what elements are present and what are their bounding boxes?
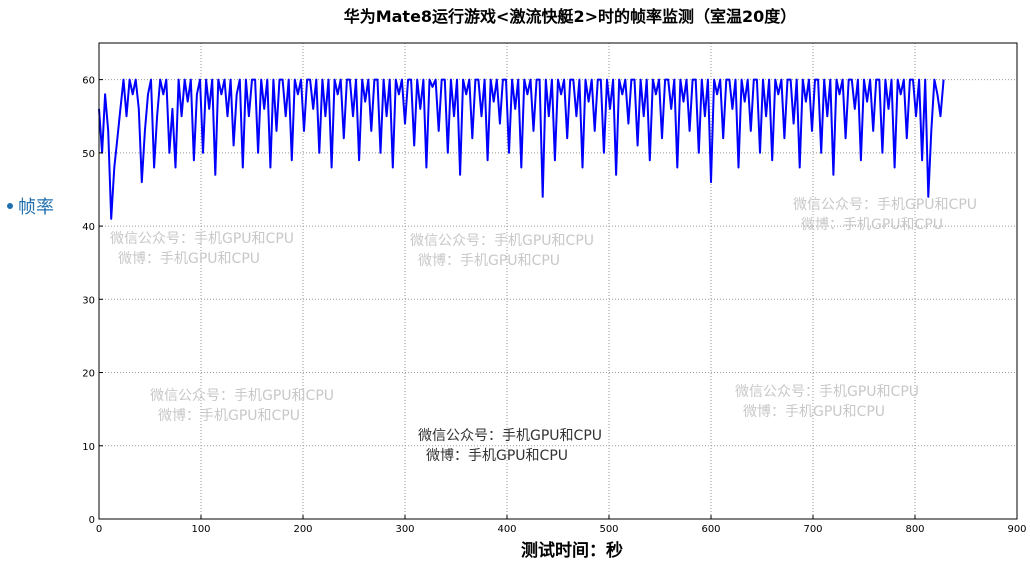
watermarks: 微信公众号：手机GPU和CPU 微博：手机GPU和CPU 微信公众号：手机GPU和C… (110, 197, 977, 464)
watermark-line1: 微信公众号：手机GPU和CPU (150, 388, 334, 404)
y-tick-label: 0 (89, 515, 95, 526)
x-axis-ticks: 0 100 200 300 400 500 600 700 800 900 (96, 515, 1027, 535)
plot-frame (98, 42, 1018, 520)
legend: 帧率 (7, 197, 54, 218)
watermark-line2: 微博：手机GPU和CPU (418, 252, 560, 269)
x-tick-label: 600 (701, 524, 720, 535)
y-tick-label: 60 (82, 76, 95, 87)
x-tick-label: 200 (293, 524, 312, 535)
y-tick-label: 50 (82, 149, 95, 160)
y-tick-label: 40 (82, 222, 95, 233)
y-tick-label: 20 (82, 369, 95, 380)
watermark-line1: 微信公众号：手机GPU和CPU (793, 197, 977, 213)
watermark-line1: 微信公众号：手机GPU和CPU (418, 428, 602, 444)
watermark-line2: 微博：手机GPU和CPU (118, 250, 260, 267)
watermark-line2: 微博：手机GPU和CPU (743, 403, 885, 420)
y-axis-ticks: 0 10 20 30 40 50 60 (82, 76, 103, 526)
y-tick-label: 10 (82, 442, 95, 453)
x-axis-label: 测试时间：秒 (521, 540, 623, 561)
x-tick-label: 900 (1007, 524, 1026, 535)
legend-entry: 帧率 (18, 197, 54, 218)
x-tick-label: 400 (497, 524, 516, 535)
y-tick-label: 30 (82, 295, 95, 306)
x-tick-label: 800 (905, 524, 924, 535)
x-tick-label: 100 (191, 524, 210, 535)
watermark-line1: 微信公众号：手机GPU和CPU (110, 231, 294, 247)
x-tick-label: 300 (395, 524, 414, 535)
legend-marker (7, 203, 13, 209)
x-tick-label: 0 (96, 524, 102, 535)
watermark-line2: 微博：手机GPU和CPU (426, 447, 568, 464)
series-line-fps (98, 78, 945, 220)
series (98, 78, 945, 220)
chart-title: 华为Mate8运行游戏<激流快艇2>时的帧率监测（室温20度） (344, 7, 797, 26)
x-tick-label: 500 (599, 524, 618, 535)
watermark-line1: 微信公众号：手机GPU和CPU (735, 384, 919, 400)
watermark-line1: 微信公众号：手机GPU和CPU (410, 233, 594, 249)
watermark-line2: 微博：手机GPU和CPU (801, 216, 943, 233)
watermark-line2: 微博：手机GPU和CPU (158, 407, 300, 424)
x-tick-label: 700 (803, 524, 822, 535)
